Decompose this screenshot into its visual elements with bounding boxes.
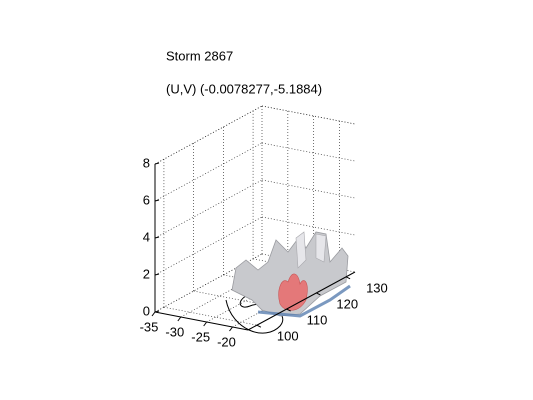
base-layer: [257, 284, 351, 318]
x-tick-label: -30: [165, 324, 184, 339]
y-tick: [316, 292, 321, 296]
x-tick: [229, 326, 233, 332]
chart-subtitle: (U,V) (-0.0078277,-5.1884): [166, 81, 322, 96]
z-tick-label: 6: [143, 192, 150, 207]
grid-line: [154, 253, 263, 313]
grid-line: [261, 216, 356, 236]
z-tick-label: 4: [143, 229, 150, 244]
x-tick: [177, 316, 182, 322]
axes: -35 -30 -25 -20 100 110 120 130 0 2 4 6 8: [140, 155, 388, 349]
z-tick: [154, 199, 160, 202]
z-tick: [154, 273, 160, 276]
z-tick: [154, 310, 160, 313]
grid-line: [154, 179, 263, 239]
y-tick-label: 130: [366, 280, 388, 295]
z-tick-label: 0: [143, 303, 150, 318]
z-tick: [154, 162, 160, 165]
chart-title: Storm 2867: [166, 48, 233, 63]
z-tick-label: 8: [143, 155, 150, 170]
grid-line: [154, 216, 263, 276]
grid-line: [261, 179, 356, 199]
z-tick-label: 2: [143, 266, 150, 281]
grid-line: [261, 142, 356, 162]
y-tick-label: 120: [336, 296, 358, 311]
x-tick-label: -25: [191, 329, 210, 344]
grid-line: [163, 306, 257, 326]
y-tick-label: 110: [307, 312, 328, 327]
y-tick-label: 100: [277, 329, 299, 344]
y-tick: [345, 276, 351, 280]
surface-highlight: [295, 231, 327, 269]
grid-line: [154, 142, 263, 202]
z-tick: [154, 236, 160, 239]
x-tick: [151, 311, 156, 317]
box-edge: [154, 105, 263, 165]
box-edge: [261, 105, 356, 125]
y-tick: [286, 308, 291, 312]
y-tick: [256, 324, 262, 328]
x-tick-label: -35: [140, 319, 159, 334]
y-axis: [247, 271, 356, 331]
x-tick: [203, 321, 208, 327]
x-tick-label: -20: [217, 334, 236, 349]
